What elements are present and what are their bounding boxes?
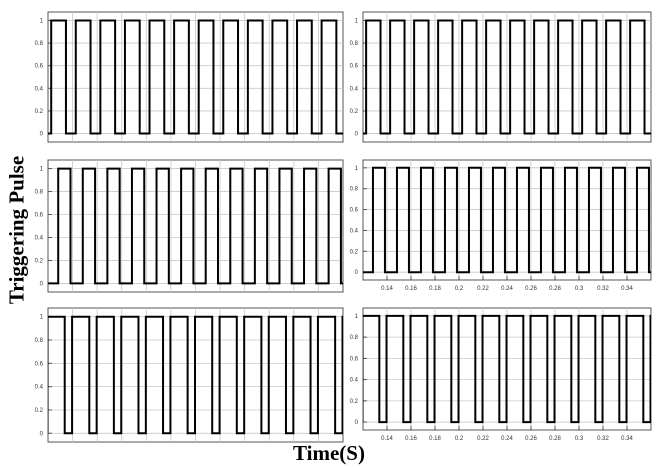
y-tick-label: 0.6 <box>35 213 44 219</box>
x-tick-label: 0.24 <box>501 286 513 292</box>
y-tick-label: 0.4 <box>350 378 359 384</box>
y-tick-label: 0.2 <box>35 258 44 264</box>
x-tick-label: 0.2 <box>455 436 464 442</box>
panel-middle-left: 0 0.2 0.4 0.6 0.8 1 <box>35 159 344 293</box>
y-tick-label: 0.2 <box>350 399 359 405</box>
x-tick-label: 0.3 <box>575 436 584 442</box>
pulse-series-line <box>363 19 651 135</box>
y-tick-label: 0.8 <box>350 335 359 341</box>
y-tick-label: 0 <box>40 431 44 437</box>
y-tick-label: 0.6 <box>350 356 359 362</box>
y-tick-label: 0.6 <box>35 361 44 367</box>
y-tick-label: 0.8 <box>350 187 359 193</box>
panel-top-left: 0 0.2 0.4 0.6 0.8 1 <box>35 11 344 143</box>
x-tick-label: 0.14 <box>381 286 393 292</box>
x-tick-label: 0.24 <box>501 436 513 442</box>
y-tick-label: 0.8 <box>35 190 44 196</box>
x-tick-label: 0.34 <box>621 286 633 292</box>
y-tick-label: 0.4 <box>35 235 44 241</box>
panel-bottom-right: 0 0.2 0.4 0.6 0.8 1 0.14 0.16 0.18 0.2 0.22 0.24 0.2… <box>350 307 652 442</box>
y-tick-label: 0 <box>355 270 359 276</box>
y-tick-label: 0.4 <box>350 228 359 234</box>
x-tick-label: 0.32 <box>597 286 609 292</box>
x-tick-label: 0.16 <box>405 286 417 292</box>
y-tick-label: 0.8 <box>35 338 44 344</box>
y-tick-label: 0 <box>40 132 44 138</box>
pulse-series-line <box>363 314 651 424</box>
x-tick-label: 0.22 <box>477 286 489 292</box>
y-tick-label: 0 <box>40 281 44 287</box>
x-tick-label: 0.32 <box>597 436 609 442</box>
y-tick-label: 0.6 <box>35 64 44 70</box>
pulse-series-line <box>48 315 343 435</box>
x-tick-label: 0.26 <box>525 286 537 292</box>
x-tick-label: 0.28 <box>549 436 561 442</box>
y-tick-label: 0.6 <box>350 208 359 214</box>
y-tick-label: 0.4 <box>350 86 359 92</box>
y-tick-label: 0.8 <box>350 41 359 47</box>
y-tick-label: 1 <box>355 166 359 172</box>
y-tick-label: 1 <box>40 167 44 173</box>
x-tick-label: 0.3 <box>575 286 584 292</box>
pulse-series-line <box>48 19 343 135</box>
y-tick-label: 0.4 <box>35 86 44 92</box>
y-tick-label: 0.2 <box>35 408 44 414</box>
x-tick-label: 0.16 <box>405 436 417 442</box>
x-tick-label: 0.18 <box>429 436 441 442</box>
panel-top-right: 0 0.2 0.4 0.6 0.8 1 <box>350 11 652 143</box>
y-tick-label: 0.4 <box>35 385 44 391</box>
y-tick-label: 1 <box>40 18 44 24</box>
y-tick-label: 1 <box>355 314 359 320</box>
y-tick-label: 0.8 <box>35 41 44 47</box>
y-tick-label: 0.2 <box>35 109 44 115</box>
panel-middle-right: 0 0.2 0.4 0.6 0.8 1 0.14 0.16 0.18 0.2 0.22 0.24 0.2… <box>350 159 652 292</box>
y-tick-label: 0 <box>355 132 359 138</box>
x-tick-label: 0.34 <box>621 436 633 442</box>
y-tick-label: 0.2 <box>350 249 359 255</box>
x-tick-label: 0.2 <box>455 286 464 292</box>
pulse-series-line <box>363 166 651 274</box>
y-tick-label: 1 <box>40 315 44 321</box>
x-tick-label: 0.28 <box>549 286 561 292</box>
x-tick-label: 0.22 <box>477 436 489 442</box>
y-tick-label: 1 <box>355 18 359 24</box>
pulse-series-line <box>48 167 343 285</box>
y-tick-label: 0.6 <box>350 64 359 70</box>
x-tick-label: 0.18 <box>429 286 441 292</box>
y-tick-label: 0 <box>355 420 359 426</box>
panel-bottom-left: 0 0.2 0.4 0.6 0.8 1 <box>35 307 344 443</box>
x-tick-label: 0.14 <box>381 436 393 442</box>
y-tick-label: 0.2 <box>350 109 359 115</box>
x-tick-label: 0.26 <box>525 436 537 442</box>
figure-xlabel: Time(S) <box>293 441 365 465</box>
